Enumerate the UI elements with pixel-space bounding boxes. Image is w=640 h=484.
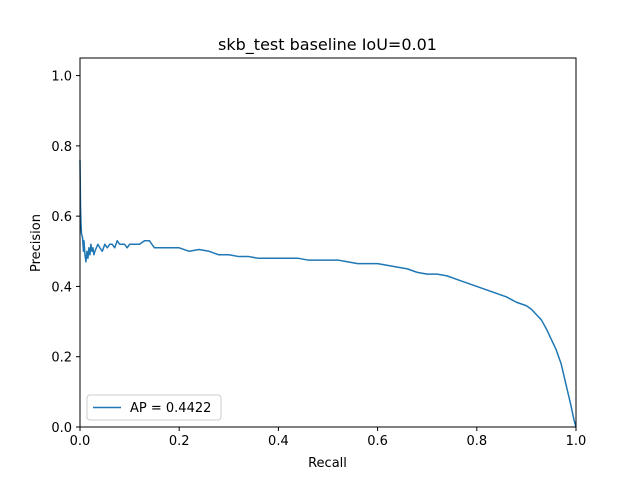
x-tick-label: 1.0 [566, 434, 587, 449]
chart-title: skb_test baseline IoU=0.01 [218, 35, 437, 55]
y-tick-label: 0.2 [51, 351, 72, 366]
y-tick-label: 0.8 [51, 140, 72, 155]
x-tick-label: 0.0 [70, 434, 91, 449]
x-tick-label: 0.2 [169, 434, 190, 449]
y-tick-label: 0.0 [51, 421, 72, 436]
x-tick-label: 0.8 [466, 434, 487, 449]
y-axis-ticks: 0.0 0.2 0.4 0.6 0.8 1.0 [51, 70, 80, 436]
x-tick-label: 0.4 [268, 434, 289, 449]
legend-label: AP = 0.4422 [130, 401, 211, 416]
y-tick-label: 0.6 [51, 210, 72, 225]
x-axis-label: Recall [308, 456, 347, 471]
x-tick-label: 0.6 [367, 434, 388, 449]
series-line [79, 159, 577, 428]
y-tick-label: 0.4 [51, 280, 72, 295]
legend: AP = 0.4422 [86, 394, 222, 421]
y-axis-label: Precision [29, 214, 44, 272]
plot-frame [79, 57, 577, 428]
x-axis-ticks: 0.0 0.2 0.4 0.6 0.8 1.0 [70, 427, 587, 449]
legend-box [86, 394, 222, 421]
series-layer [79, 159, 577, 428]
y-tick-label: 1.0 [51, 70, 72, 85]
